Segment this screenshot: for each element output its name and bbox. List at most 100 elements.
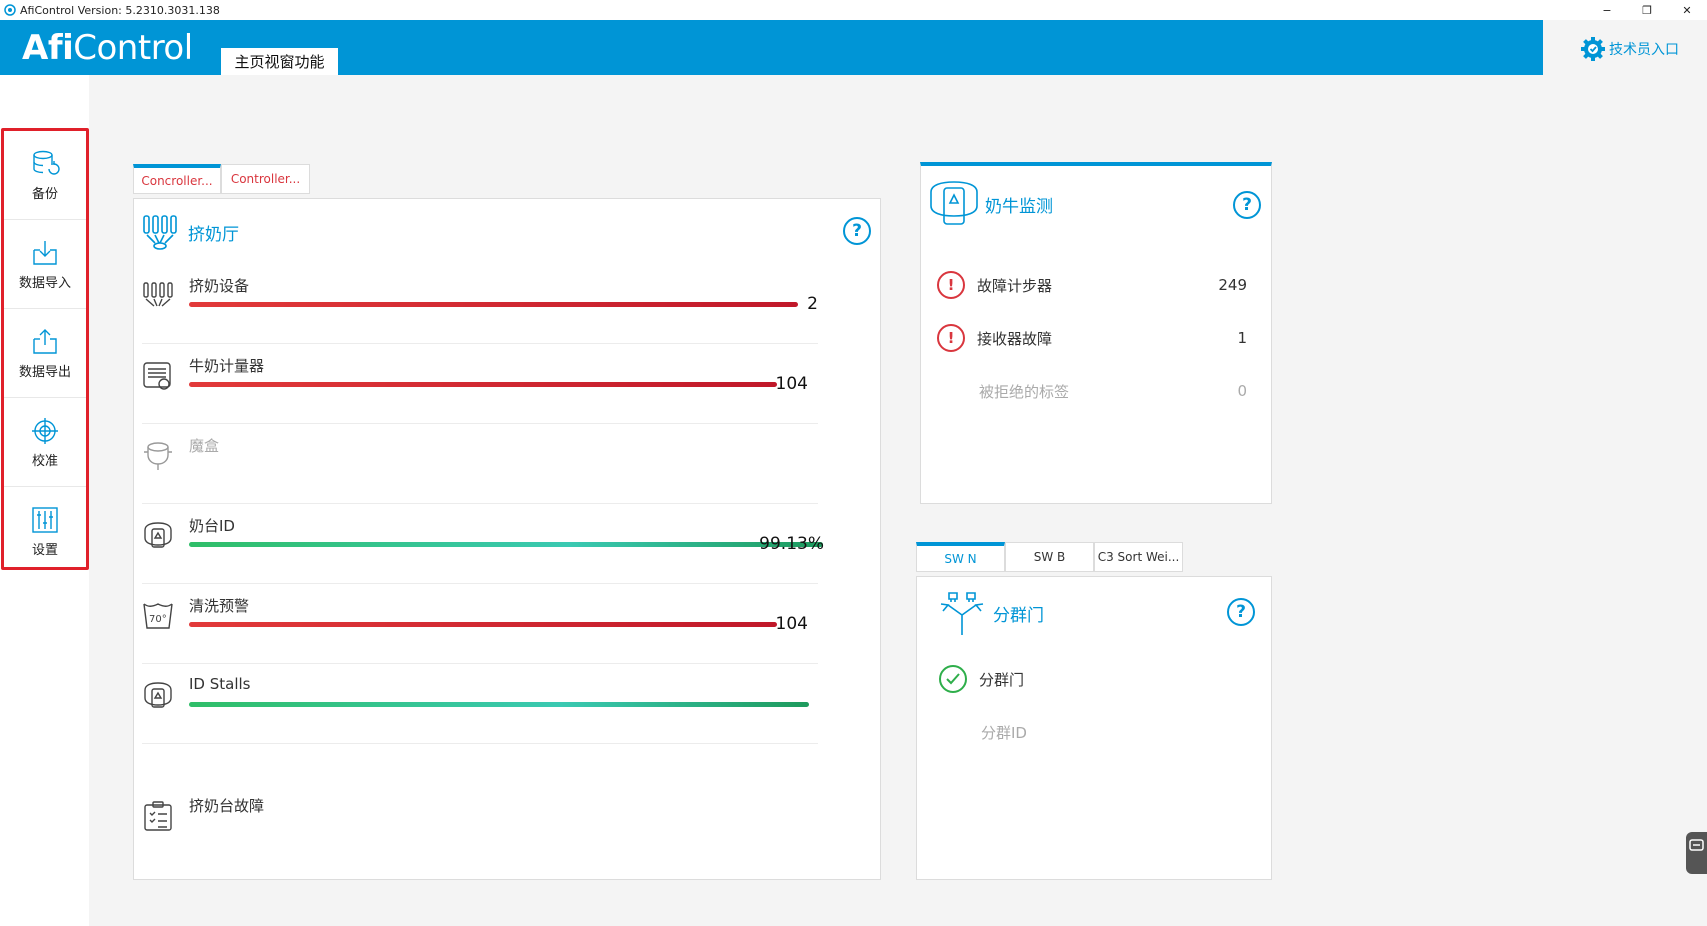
logo-light: Control [73, 28, 193, 68]
cow-monitor-header: 奶牛监测 [928, 178, 1053, 230]
afi-logo: AfiControl [22, 28, 193, 68]
sidebar-item-export[interactable]: 数据导出 [4, 309, 86, 398]
left-sidebar: 备份 数据导入 数据导出 校准 设置 [0, 75, 89, 926]
window-controls: − ❐ ✕ [1587, 0, 1707, 20]
sort-gate-icon [940, 592, 984, 635]
row-label: 奶台ID [189, 517, 235, 535]
cow-monitor-row-faulty-pedometer[interactable]: ! 故障计步器 249 [937, 270, 1247, 300]
row-value: 249 [1218, 276, 1247, 294]
stall-id-icon [144, 522, 172, 548]
sort-gate-tabs: SW N SW B C3 Sort Wei... [916, 542, 1183, 572]
app-icon [4, 4, 16, 16]
row-label: 挤奶设备 [189, 277, 250, 295]
close-button[interactable]: ✕ [1682, 3, 1692, 17]
sort-gate-panel: 分群门 ? 分群门 分群ID [916, 576, 1272, 880]
row-label: 挤奶台故障 [189, 797, 265, 815]
row-value: 1 [1237, 329, 1247, 347]
row-label: 分群ID [981, 723, 1027, 742]
sidebar-item-settings[interactable]: 设置 [4, 487, 86, 576]
sidebar-item-label: 设置 [31, 543, 58, 558]
sidebar-item-backup[interactable]: 备份 [4, 131, 86, 220]
tab-sw-b[interactable]: SW B [1005, 542, 1094, 572]
row-value: 99.13% [759, 534, 824, 554]
restore-button[interactable]: ❐ [1642, 3, 1652, 17]
tab-home-functions[interactable]: 主页视窗功能 [221, 48, 338, 75]
window-title: AfiControl Version: 5.2310.3031.138 [20, 3, 220, 17]
error-icon: ! [937, 324, 965, 352]
milking-cluster-icon [143, 282, 173, 307]
sidebar-item-calibrate[interactable]: 校准 [4, 398, 86, 487]
parlor-row-rotary-fault[interactable]: 挤奶台故障 [142, 784, 818, 864]
milk-meter-icon [143, 362, 171, 390]
sidebar-highlight-box: 备份 数据导入 数据导出 校准 设置 [1, 128, 89, 570]
row-label: 清洗预警 [189, 597, 250, 615]
cow-monitor-row-receiver-fault[interactable]: ! 接收器故障 1 [937, 323, 1247, 353]
sort-gate-title: 分群门 [993, 605, 1044, 626]
parlor-title: 挤奶厅 [188, 224, 239, 245]
svg-text:70°: 70° [149, 614, 167, 625]
status-bar [189, 702, 809, 707]
technician-entry-button[interactable]: 技术员入口 [1580, 36, 1679, 62]
error-icon: ! [937, 271, 965, 299]
status-bar [189, 542, 823, 547]
tab-sw-n[interactable]: SW N [916, 542, 1005, 572]
database-backup-icon [33, 150, 60, 175]
sidebar-item-import[interactable]: 数据导入 [4, 220, 86, 309]
cow-monitor-help-button[interactable]: ? [1233, 191, 1261, 219]
crosshair-icon [32, 417, 58, 444]
side-panel-handle[interactable] [1686, 832, 1707, 874]
export-icon [33, 328, 57, 354]
parlor-row-milk-meter[interactable]: 牛奶计量器 104 [142, 344, 818, 424]
sort-gate-header: 分群门 [937, 591, 1044, 635]
cow-monitor-title: 奶牛监测 [985, 196, 1053, 217]
cow-tag-icon [930, 181, 978, 225]
parlor-row-wash-alert[interactable]: 70° 清洗预警 104 [142, 584, 818, 664]
logo-bold: Afi [22, 28, 74, 68]
row-label: 故障计步器 [977, 276, 1053, 295]
row-label: 牛奶计量器 [189, 357, 265, 375]
sort-gate-row-gate[interactable]: 分群门 [939, 664, 1249, 694]
cow-monitor-row-rejected-tags[interactable]: 被拒绝的标签 0 [937, 376, 1247, 406]
milking-parlor-panel: 挤奶厅 ? 挤奶设备 2 牛奶计量器 104 魔盒 奶台ID 99.13% [133, 198, 881, 880]
status-bar [189, 382, 777, 387]
parlor-row-milking-equipment[interactable]: 挤奶设备 2 [142, 264, 818, 344]
magic-box-icon [144, 442, 172, 470]
parlor-row-magic-box[interactable]: 魔盒 [142, 424, 818, 504]
row-label: 被拒绝的标签 [979, 382, 1070, 401]
parlor-help-button[interactable]: ? [843, 217, 871, 245]
parlor-header: 挤奶厅 [142, 213, 239, 251]
sort-gate-help-button[interactable]: ? [1227, 598, 1255, 626]
tab-c3-sort[interactable]: C3 Sort Wei... [1094, 542, 1183, 572]
row-value: 104 [775, 614, 808, 634]
sidebar-item-label: 数据导入 [18, 275, 71, 291]
row-label: 分群门 [979, 670, 1025, 689]
parlor-row-stall-id[interactable]: 奶台ID 99.13% [142, 504, 824, 584]
chat-icon [1689, 839, 1704, 851]
sidebar-item-label: 校准 [31, 453, 58, 469]
stall-id-icon [144, 682, 172, 708]
tab-controller-2[interactable]: Controller... [221, 164, 310, 194]
gear-icon [1581, 37, 1605, 61]
minimize-button[interactable]: − [1602, 3, 1612, 17]
sidebar-item-label: 数据导出 [18, 364, 71, 380]
window-titlebar: AfiControl Version: 5.2310.3031.138 − ❐ … [0, 0, 1707, 20]
app-header: AfiControl 主页视窗功能 [0, 20, 1543, 75]
checklist-icon [144, 801, 172, 831]
check-icon [939, 665, 967, 693]
cow-monitor-panel: 奶牛监测 ? ! 故障计步器 249 ! 接收器故障 1 被拒绝的标签 0 [920, 162, 1272, 504]
technician-entry-label: 技术员入口 [1609, 42, 1679, 58]
row-label: ID Stalls [189, 675, 251, 693]
sidebar-item-label: 备份 [31, 186, 58, 202]
parlor-row-id-stalls[interactable]: ID Stalls [142, 664, 818, 744]
status-bar [189, 302, 798, 307]
row-value: 104 [775, 374, 808, 394]
tab-controller-1[interactable]: Concroller... [133, 164, 221, 194]
row-value: 2 [807, 294, 818, 314]
sort-gate-row-sort-id[interactable]: 分群ID [939, 717, 1249, 747]
status-bar [189, 622, 777, 627]
sliders-icon [32, 507, 58, 533]
row-label: 魔盒 [189, 437, 220, 455]
import-icon [33, 240, 57, 265]
row-label: 接收器故障 [977, 329, 1053, 348]
milking-cluster-icon [143, 215, 177, 250]
